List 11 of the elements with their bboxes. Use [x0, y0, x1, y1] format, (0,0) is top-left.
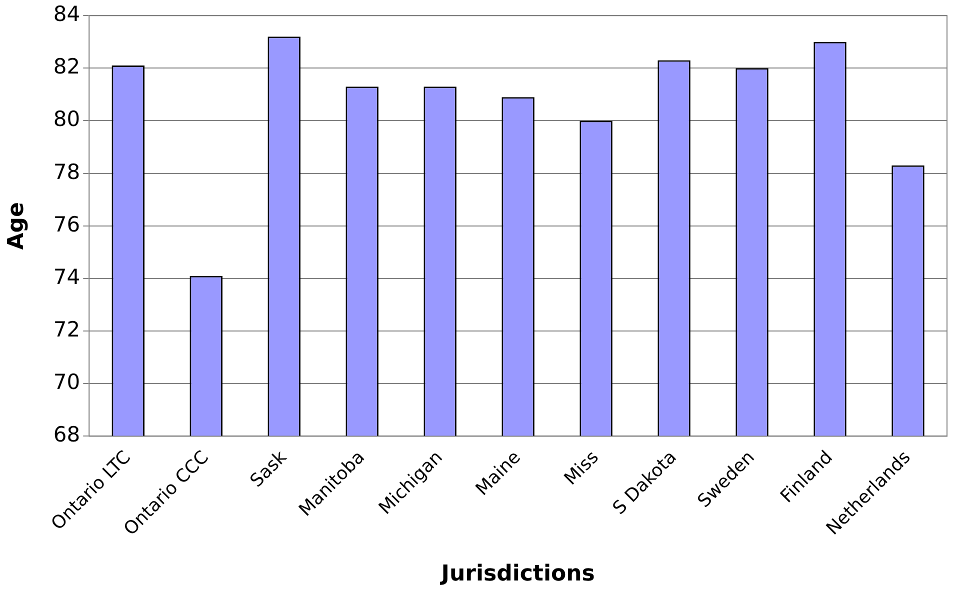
x-axis-title: Jurisdictions: [439, 562, 595, 587]
y-tick-label: 80: [53, 107, 80, 132]
y-tick-label: 76: [53, 212, 80, 236]
y-tick-label: 82: [53, 54, 80, 79]
y-tick-label: 84: [53, 2, 80, 26]
y-tick-label: 72: [53, 317, 80, 342]
y-tick-label: 68: [53, 422, 80, 447]
y-tick-label: 74: [53, 264, 80, 289]
y-tick-label: 78: [53, 160, 80, 184]
y-tick-label: 70: [53, 370, 80, 394]
y-axis-title: Age: [4, 202, 29, 250]
